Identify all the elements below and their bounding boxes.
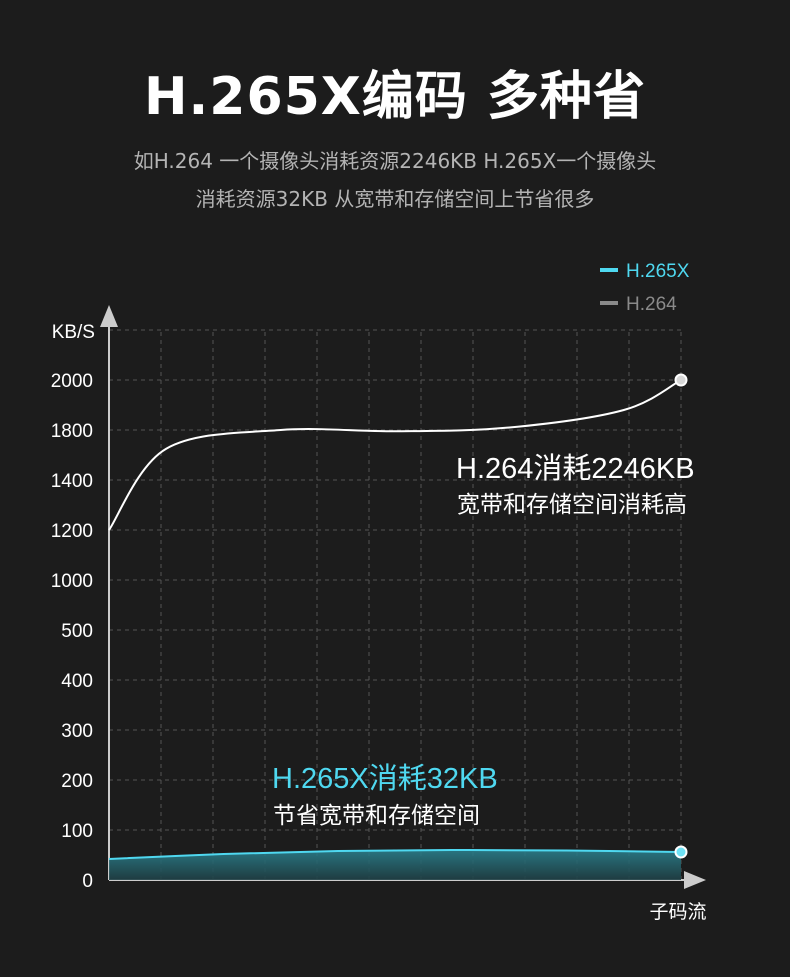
annotation-subtitle: 宽带和存储空间消耗高	[457, 491, 687, 517]
annotation-title: H.264消耗2246KB	[456, 452, 695, 485]
annotation-title: H.265X消耗32KB	[272, 762, 498, 795]
y-tick-label: 1400	[51, 471, 93, 492]
annotation-subtitle: 节省宽带和存储空间	[273, 802, 480, 828]
series	[108, 373, 688, 880]
y-tick-label: 400	[61, 671, 93, 692]
legend-label: H.265X	[626, 261, 690, 282]
series-line-h264	[108, 379, 682, 531]
page-subtitle: 如H.264 一个摄像头消耗资源2246KB H.265X一个摄像头 消耗资源3…	[60, 142, 730, 218]
x-axis-arrow-icon	[684, 871, 706, 889]
y-tick-label: 300	[61, 721, 93, 742]
y-tick-labels: 0 100 200 300 400 500 1000 1200 1400 1800 2000	[51, 371, 93, 892]
series-endpoint-h264	[674, 373, 688, 387]
subtitle-line-2: 消耗资源32KB 从宽带和存储空间上节省很多	[195, 187, 595, 211]
y-tick-label: 200	[61, 771, 93, 792]
y-tick-label: 0	[82, 871, 93, 892]
subtitle-line-1: 如H.264 一个摄像头消耗资源2246KB H.265X一个摄像头	[133, 149, 657, 173]
y-axis-label: KB/S	[52, 322, 95, 343]
legend: H.265X H.264	[600, 261, 690, 315]
y-tick-label: 100	[61, 821, 93, 842]
annotations: H.264消耗2246KB 宽带和存储空间消耗高 H.265X消耗32KB 节省宽带和…	[272, 452, 695, 828]
y-tick-label: 1800	[51, 421, 93, 442]
y-tick-label: 500	[61, 621, 93, 642]
y-tick-label: 1000	[51, 571, 93, 592]
grid-lines	[109, 329, 682, 880]
series-endpoint-h265x	[674, 845, 688, 859]
x-axis-label: 子码流	[649, 901, 706, 923]
series-area-h265x	[109, 849, 681, 880]
y-axis-arrow-icon	[100, 305, 118, 327]
page-title: H.265X编码 多种省	[143, 67, 646, 127]
legend-label: H.264	[626, 294, 677, 315]
y-tick-label: 2000	[51, 371, 93, 392]
series-line-h265x	[108, 848, 682, 860]
y-tick-label: 1200	[51, 521, 93, 542]
